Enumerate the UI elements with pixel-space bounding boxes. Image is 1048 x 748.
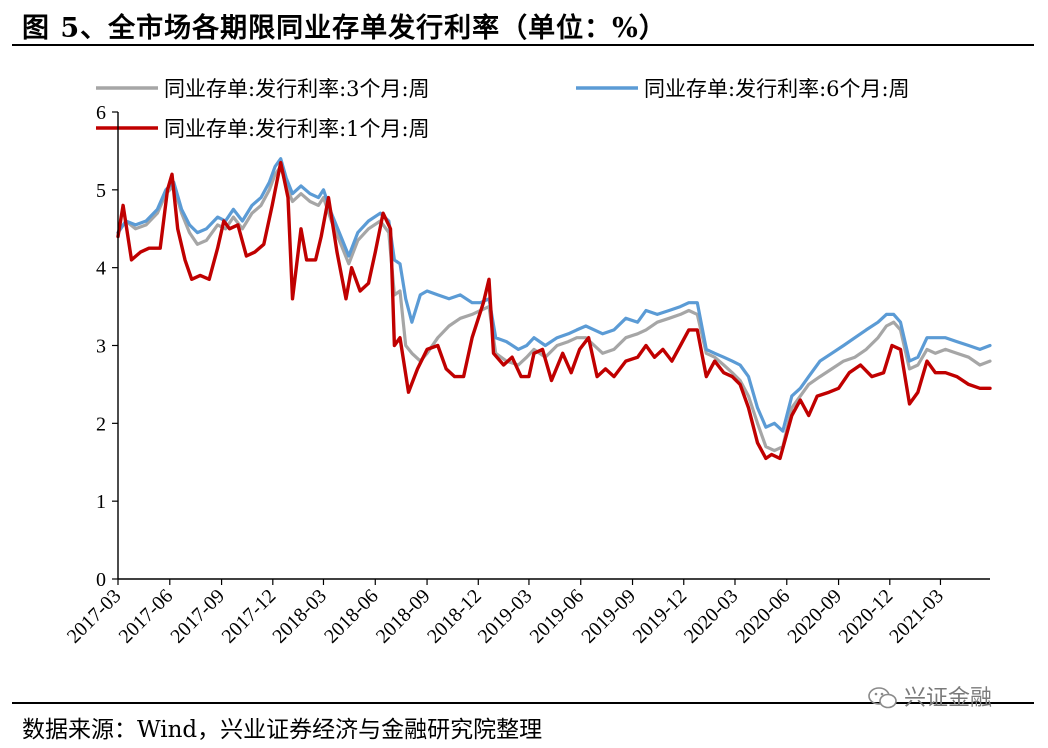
x-tick-label: 2017-09 bbox=[166, 585, 229, 648]
legend-label-3m: 同业存单:发行利率:3个月:周 bbox=[164, 77, 430, 101]
x-tick-label: 2018-09 bbox=[372, 585, 435, 648]
y-tick-label: 3 bbox=[96, 336, 106, 358]
y-tick-label: 5 bbox=[96, 180, 106, 202]
series-line-6m bbox=[116, 157, 992, 433]
x-tick-label: 2019-06 bbox=[526, 585, 589, 648]
legend: 同业存单:发行利率:3个月:周 同业存单:发行利率:6个月:周 同业存单:发行利… bbox=[96, 77, 910, 141]
wechat-icon bbox=[868, 687, 897, 709]
series-line-3m bbox=[116, 164, 992, 453]
line-chart: 同业存单:发行利率:3个月:周 同业存单:发行利率:6个月:周 同业存单:发行利… bbox=[63, 77, 992, 648]
x-tick-label: 2021-03 bbox=[885, 585, 948, 648]
chart-title: 图 5、全市场各期限同业存单发行利率（单位：%） bbox=[22, 13, 667, 44]
y-tick-label: 2 bbox=[96, 413, 106, 435]
series-layer bbox=[116, 157, 992, 461]
x-tick-label: 2017-03 bbox=[63, 585, 126, 648]
top-rule bbox=[12, 44, 1034, 46]
y-tick-label: 1 bbox=[96, 491, 106, 513]
x-tick-label: 2018-12 bbox=[423, 585, 486, 648]
x-tick-label: 2020-06 bbox=[732, 585, 795, 648]
bottom-rule bbox=[12, 702, 1034, 704]
legend-label-1m: 同业存单:发行利率:1个月:周 bbox=[164, 117, 430, 141]
x-tick-label: 2019-09 bbox=[577, 585, 640, 648]
x-tick-label: 2020-09 bbox=[783, 585, 846, 648]
watermark: 兴证金融 bbox=[868, 680, 992, 712]
watermark-text: 兴证金融 bbox=[904, 686, 993, 711]
x-tick-label: 2020-03 bbox=[680, 585, 743, 648]
y-tick-label: 6 bbox=[96, 102, 106, 124]
legend-label-6m: 同业存单:发行利率:6个月:周 bbox=[644, 77, 910, 101]
x-tick-label: 2017-06 bbox=[115, 585, 178, 648]
x-tick-label: 2018-03 bbox=[268, 585, 331, 648]
x-tick-label: 2018-06 bbox=[320, 585, 383, 648]
y-tick-label: 4 bbox=[96, 258, 106, 280]
x-tick-label: 2017-12 bbox=[218, 585, 281, 648]
y-tick-label: 0 bbox=[96, 569, 106, 591]
x-tick-label: 2019-12 bbox=[629, 585, 692, 648]
x-tick-label: 2020-12 bbox=[835, 585, 898, 648]
source-note: 数据来源：Wind，兴业证券经济与金融研究院整理 bbox=[22, 717, 543, 743]
series-line-1m bbox=[116, 160, 992, 461]
x-tick-label: 2019-03 bbox=[474, 585, 537, 648]
axes: 01234562017-032017-062017-092017-122018-… bbox=[63, 102, 990, 648]
